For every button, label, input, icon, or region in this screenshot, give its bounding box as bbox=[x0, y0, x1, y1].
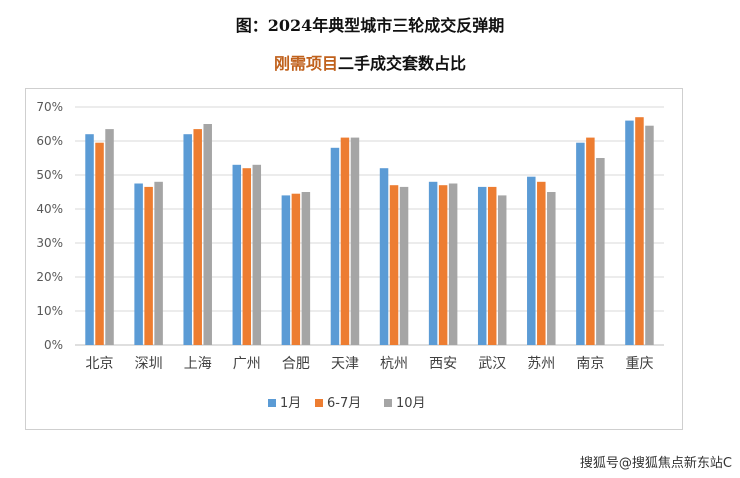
bar bbox=[340, 137, 350, 345]
chart-title: 图：2024年典型城市三轮成交反弹期 bbox=[235, 16, 505, 35]
bar bbox=[389, 185, 399, 345]
bar bbox=[95, 142, 104, 345]
bar bbox=[144, 186, 153, 345]
bar bbox=[428, 181, 438, 345]
legend-label: 10月 bbox=[396, 396, 426, 411]
bar bbox=[281, 195, 291, 345]
chart-subtitle: 刚需项目二手成交套数占比 bbox=[0, 50, 740, 74]
x-tick-label: 北京 bbox=[86, 356, 114, 372]
y-tick-label: 30% bbox=[36, 236, 63, 250]
bar bbox=[85, 134, 94, 345]
bar bbox=[154, 181, 163, 345]
bar bbox=[330, 147, 340, 345]
legend-label: 1月 bbox=[280, 396, 301, 411]
bar bbox=[487, 186, 497, 345]
bar bbox=[547, 192, 556, 345]
y-tick-label: 60% bbox=[36, 134, 63, 148]
legend-swatch bbox=[268, 399, 276, 407]
y-tick-label: 70% bbox=[36, 100, 63, 114]
x-tick-label: 天津 bbox=[331, 356, 359, 372]
watermark: 搜狐号@搜狐焦点新东站C bbox=[579, 456, 732, 471]
bar bbox=[193, 129, 202, 345]
x-tick-label: 武汉 bbox=[478, 356, 506, 372]
bar bbox=[635, 117, 644, 345]
bar bbox=[645, 125, 654, 345]
subtitle-rest: 二手成交套数占比 bbox=[338, 54, 467, 73]
x-tick-label: 深圳 bbox=[135, 356, 163, 372]
bar bbox=[477, 186, 487, 345]
y-tick-label: 0% bbox=[44, 338, 63, 352]
bar bbox=[242, 168, 252, 345]
legend-swatch bbox=[384, 399, 392, 407]
bar bbox=[105, 129, 114, 345]
x-tick-label: 南京 bbox=[576, 356, 604, 372]
x-tick-label: 广州 bbox=[233, 356, 261, 372]
y-tick-label: 50% bbox=[36, 168, 63, 182]
y-tick-label: 40% bbox=[36, 202, 63, 216]
bar bbox=[301, 192, 311, 345]
x-tick-label: 杭州 bbox=[380, 356, 408, 372]
bar bbox=[379, 168, 389, 345]
bar bbox=[134, 183, 143, 345]
subtitle-highlight: 刚需项目 bbox=[273, 54, 338, 73]
x-tick-label: 合肥 bbox=[282, 356, 310, 372]
bar bbox=[252, 164, 262, 345]
bar bbox=[183, 134, 192, 345]
bar bbox=[527, 176, 536, 345]
x-tick-label: 重庆 bbox=[625, 356, 653, 372]
legend-label: 6-7月 bbox=[327, 396, 361, 411]
bar bbox=[203, 124, 212, 345]
bar bbox=[399, 186, 409, 345]
bar bbox=[576, 142, 585, 345]
x-tick-label: 西安 bbox=[429, 356, 457, 372]
x-tick-label: 苏州 bbox=[527, 356, 555, 372]
y-tick-label: 10% bbox=[36, 304, 63, 318]
legend-swatch bbox=[315, 399, 323, 407]
bar bbox=[438, 185, 448, 345]
bar bbox=[596, 158, 605, 345]
bar bbox=[350, 137, 360, 345]
y-tick-label: 20% bbox=[36, 270, 63, 284]
bar bbox=[448, 183, 458, 345]
bar bbox=[625, 120, 634, 345]
bar bbox=[291, 193, 301, 345]
x-tick-label: 上海 bbox=[184, 356, 212, 372]
bar bbox=[537, 181, 546, 345]
bar bbox=[497, 195, 507, 345]
bar bbox=[232, 164, 242, 345]
bar bbox=[586, 137, 595, 345]
